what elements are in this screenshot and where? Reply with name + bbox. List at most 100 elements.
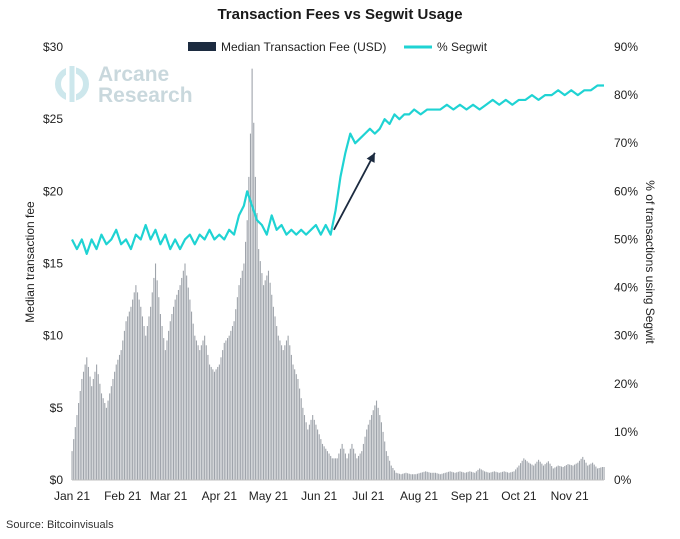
fee-bar [477, 469, 479, 480]
fee-bar [349, 448, 351, 480]
fee-bar [534, 463, 536, 480]
fee-bar [259, 261, 261, 480]
fee-bar [523, 458, 525, 480]
fee-bar [161, 326, 163, 480]
right-tick-label: 90% [614, 40, 638, 54]
legend-label-segwit: % Segwit [437, 40, 488, 54]
fee-bar [492, 471, 494, 480]
fee-bar [393, 470, 396, 480]
fee-bar [264, 280, 266, 480]
fee-bar [166, 340, 168, 480]
fee-bar [516, 467, 518, 480]
right-tick-label: 60% [614, 184, 638, 198]
fee-bar [560, 466, 563, 480]
fee-bar [359, 453, 361, 480]
fee-bar [99, 383, 101, 480]
fee-bar [89, 376, 91, 480]
legend-label-fee: Median Transaction Fee (USD) [221, 40, 386, 54]
fee-bar [426, 471, 428, 480]
fee-bar [520, 463, 522, 480]
fee-bar [215, 369, 217, 480]
fee-bar [565, 465, 567, 480]
fee-bar [100, 393, 103, 480]
fee-bar [392, 467, 394, 480]
fee-bar [194, 335, 196, 480]
fee-bar [154, 263, 157, 480]
fee-bar [141, 316, 143, 480]
right-axis: 0% 10% 20% 30% 40% 50% 60% 70% 80% 90% [614, 40, 638, 487]
fee-bar [346, 458, 348, 480]
fee-bar [567, 464, 569, 480]
fee-bar [120, 350, 122, 480]
fee-bar [71, 451, 73, 480]
fee-bar [482, 470, 484, 480]
fee-bar [218, 364, 220, 480]
fee-bar [497, 472, 499, 480]
fee-bar [444, 472, 446, 480]
fee-bar [338, 453, 340, 480]
fee-bar [564, 466, 566, 480]
fee-bar [312, 415, 314, 480]
fee-bar [466, 472, 468, 480]
fee-bar [172, 306, 175, 480]
left-tick-label: $15 [43, 257, 63, 271]
fee-bar [168, 330, 170, 480]
watermark-line-1: Arcane [98, 63, 169, 86]
fee-bar [436, 473, 438, 480]
fee-bars [71, 68, 605, 481]
fee-bar [408, 473, 410, 480]
fee-bar [241, 270, 243, 480]
fee-bar [290, 354, 292, 480]
fee-bar [488, 472, 491, 480]
fee-bar [369, 419, 371, 480]
fee-bar [212, 369, 214, 480]
fee-bar [266, 275, 268, 480]
fee-bar [318, 434, 320, 480]
fee-bar [91, 386, 93, 480]
fee-bar [317, 429, 319, 480]
fee-bar [179, 285, 181, 480]
fee-bar [348, 453, 350, 480]
fee-bar [284, 345, 286, 480]
fee-bar [588, 464, 590, 480]
fee-bar [81, 378, 83, 480]
fee-bar [554, 467, 556, 480]
fee-bar [205, 345, 207, 480]
left-tick-label: $20 [43, 184, 63, 198]
fee-bar [574, 464, 576, 480]
fee-bar [590, 463, 592, 480]
fee-bar [357, 455, 360, 480]
fee-bar [231, 326, 234, 480]
fee-bar [379, 415, 381, 480]
right-tick-label: 80% [614, 88, 638, 102]
fee-bar [326, 451, 328, 480]
fee-bar [220, 357, 222, 480]
fee-bar [122, 340, 124, 480]
right-tick-label: 40% [614, 281, 638, 295]
fee-bar [109, 393, 111, 480]
x-tick-label: Jan 21 [54, 489, 90, 503]
fee-bar [515, 469, 517, 480]
fee-bar [302, 407, 304, 480]
fee-bar [323, 446, 325, 480]
legend-swatch-fee [188, 42, 216, 51]
fee-bar [236, 297, 238, 480]
x-tick-label: May 21 [249, 489, 289, 503]
fee-bar [601, 467, 603, 480]
fee-bar [438, 473, 440, 480]
fee-bar [498, 472, 500, 480]
fee-bar [102, 398, 104, 480]
fee-bar [547, 461, 549, 480]
fee-bar [454, 472, 456, 480]
fee-bar [420, 472, 422, 480]
x-tick-label: Jun 21 [301, 489, 337, 503]
fee-bar [371, 415, 373, 480]
x-tick-label: Jul 21 [352, 489, 384, 503]
fee-bar [148, 316, 150, 480]
fee-bar [285, 340, 288, 480]
fee-bar [524, 459, 527, 480]
fee-bar [210, 366, 212, 480]
fee-bar [132, 299, 134, 480]
fee-bar [511, 471, 513, 480]
fee-bar [596, 468, 599, 480]
